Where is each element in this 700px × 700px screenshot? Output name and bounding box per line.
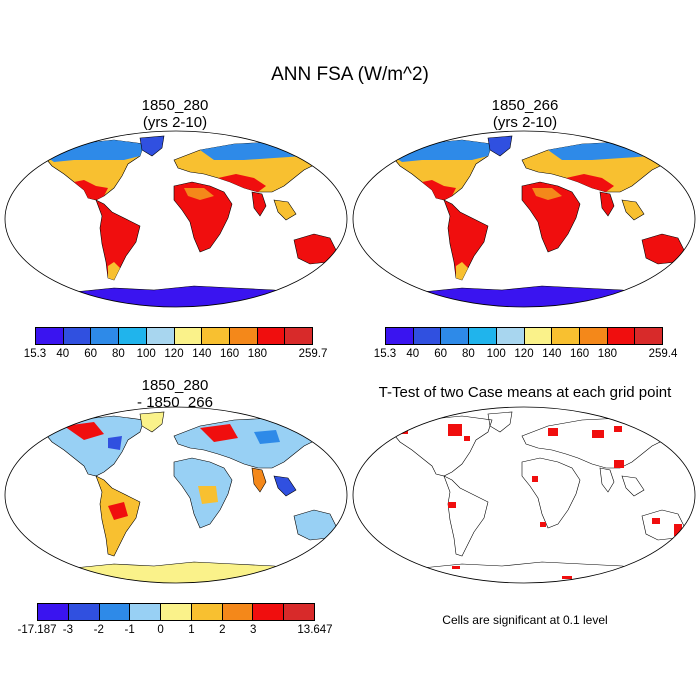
colorbar-case1-label: 120 xyxy=(164,348,184,360)
colorbar-case2-label: 120 xyxy=(514,348,534,360)
colorbar-difference-swatch xyxy=(161,604,192,620)
colorbar-case2-label: 80 xyxy=(461,348,475,360)
colorbar-difference-label: 13.647 xyxy=(297,624,333,636)
colorbar-case2-swatch xyxy=(496,328,525,344)
colorbar-difference-swatch xyxy=(38,604,69,620)
colorbar-case2-swatch xyxy=(552,328,580,344)
significance-note: Cells are significant at 0.1 level xyxy=(442,613,608,627)
colorbar-case2-label: 60 xyxy=(434,348,447,360)
figure-title: ANN FSA (W/m^2) xyxy=(271,64,429,85)
colorbar-difference-label: 2 xyxy=(219,624,226,636)
colorbar-difference-label: -17.187 xyxy=(17,624,57,636)
colorbar-case2-label: 160 xyxy=(570,348,590,360)
case2-title: 1850_266 xyxy=(491,97,559,114)
colorbar-case2-swatch xyxy=(607,328,636,344)
colorbar-case2-label: 259.4 xyxy=(648,348,678,360)
colorbar-case1-label: 140 xyxy=(192,348,212,360)
colorbar-case2-label: 100 xyxy=(486,348,506,360)
case1-title: 1850_280 xyxy=(141,97,209,114)
colorbar-case1-swatch xyxy=(257,328,286,344)
diff-title: 1850_280 xyxy=(141,377,209,394)
colorbar-case1-label: 259.7 xyxy=(298,348,328,360)
map-case2 xyxy=(352,130,696,308)
colorbar-case2-swatch xyxy=(579,328,608,344)
panel-title-ttest: T-Test of two Case means at each grid po… xyxy=(350,384,700,401)
panel-title-case1: 1850_280 (yrs 2-10) xyxy=(0,97,350,131)
colorbar-case1-swatch xyxy=(174,328,203,344)
colorbar-case2-label: 180 xyxy=(597,348,617,360)
colorbar-case2-swatch xyxy=(635,328,663,344)
colorbar-case1-label: 60 xyxy=(84,348,97,360)
colorbar-difference-label: 3 xyxy=(250,624,257,636)
ttest-title: T-Test of two Case means at each grid po… xyxy=(378,384,672,401)
colorbar-difference-label: 1 xyxy=(188,624,195,636)
diff-subtitle: - 1850_266 xyxy=(137,394,213,411)
colorbar-difference xyxy=(37,603,315,621)
case2-subtitle: (yrs 2-10) xyxy=(492,114,558,131)
panel-title-diff: 1850_280 - 1850_266 xyxy=(0,377,350,411)
colorbar-case1 xyxy=(35,327,313,345)
colorbar-case1-swatch xyxy=(285,328,313,344)
colorbar-case1-swatch xyxy=(63,328,92,344)
colorbar-case1-label: 180 xyxy=(247,348,267,360)
colorbar-case2-label: 140 xyxy=(542,348,562,360)
colorbar-difference-label: -1 xyxy=(124,624,135,636)
colorbar-difference-label: -2 xyxy=(93,624,104,636)
colorbar-difference-swatch xyxy=(191,604,223,620)
colorbar-case1-label: 40 xyxy=(56,348,70,360)
colorbar-case1-swatch xyxy=(91,328,120,344)
panel-title-case2: 1850_266 (yrs 2-10) xyxy=(350,97,700,131)
colorbar-case1-label: 15.3 xyxy=(23,348,47,360)
colorbar-case1-swatch xyxy=(146,328,175,344)
colorbar-difference-swatch xyxy=(284,604,315,620)
colorbar-case1-swatch xyxy=(36,328,64,344)
colorbar-case2-label: 40 xyxy=(406,348,420,360)
colorbar-case2-swatch xyxy=(441,328,470,344)
colorbar-case2-swatch xyxy=(469,328,497,344)
colorbar-case2-label: 15.3 xyxy=(373,348,397,360)
colorbar-difference-swatch xyxy=(253,604,285,620)
map-ttest xyxy=(352,406,696,584)
colorbar-difference-swatch xyxy=(130,604,162,620)
colorbar-difference-label: 0 xyxy=(157,624,164,636)
colorbar-case2-swatch xyxy=(386,328,414,344)
map-case1 xyxy=(4,130,348,308)
colorbar-difference-label: -3 xyxy=(62,624,73,636)
colorbar-difference-swatch xyxy=(68,604,100,620)
colorbar-difference-swatch xyxy=(222,604,254,620)
colorbar-case2-swatch xyxy=(413,328,442,344)
map-difference xyxy=(4,406,348,584)
case1-subtitle: (yrs 2-10) xyxy=(142,114,208,131)
colorbar-case1-label: 80 xyxy=(111,348,125,360)
colorbar-difference-swatch xyxy=(99,604,131,620)
colorbar-case1-swatch xyxy=(119,328,147,344)
colorbar-case1-swatch xyxy=(202,328,230,344)
colorbar-case2 xyxy=(385,327,663,345)
colorbar-case1-swatch xyxy=(229,328,258,344)
colorbar-case1-label: 160 xyxy=(220,348,240,360)
colorbar-case1-label: 100 xyxy=(136,348,156,360)
colorbar-case2-swatch xyxy=(524,328,553,344)
